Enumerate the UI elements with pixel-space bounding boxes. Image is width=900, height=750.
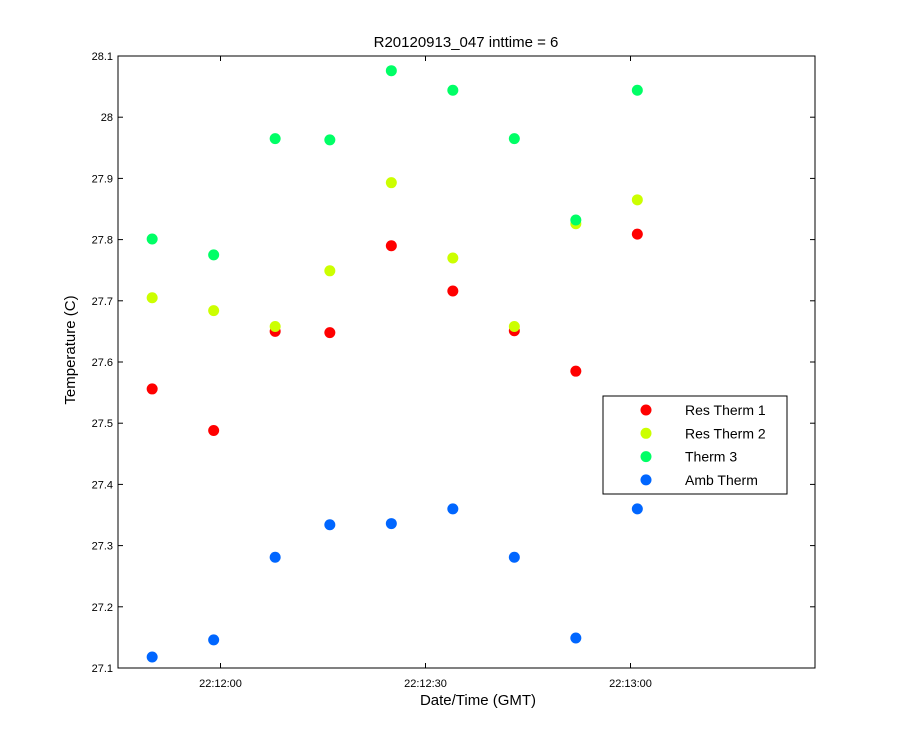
data-point: [208, 425, 220, 437]
legend-marker: [640, 474, 652, 486]
data-point: [631, 228, 643, 240]
data-point: [146, 233, 158, 245]
series-therm-3: [146, 65, 643, 261]
data-point: [508, 551, 520, 563]
data-point: [631, 84, 643, 96]
data-point: [146, 651, 158, 663]
data-point: [324, 134, 336, 146]
data-point: [324, 519, 336, 531]
data-point: [146, 383, 158, 395]
data-point: [447, 252, 459, 264]
legend-box: [602, 395, 788, 495]
data-point: [385, 177, 397, 189]
data-point: [447, 503, 459, 515]
data-point: [385, 65, 397, 77]
legend-marker: [640, 451, 652, 463]
data-point: [508, 133, 520, 145]
x-axis: 22:12:00 22:12:30 22:13:00: [199, 56, 652, 690]
y-axis: 27.1 27.2 27.3 27.4 27.5 27.6 27.7 27.8 27.9 28 28…: [92, 51, 815, 675]
data-point: [269, 551, 281, 563]
x-tick-label: 22:13:00: [609, 678, 652, 690]
data-point: [324, 327, 336, 339]
data-point: [385, 518, 397, 530]
data-point: [447, 84, 459, 96]
series-res-therm-1: [146, 228, 643, 437]
data-point: [208, 634, 220, 646]
data-point: [570, 632, 582, 644]
legend-label: Res Therm 2: [685, 425, 766, 441]
data-points: [146, 65, 643, 663]
data-point: [208, 249, 220, 261]
legend-marker: [640, 427, 652, 439]
legend-marker: [640, 404, 652, 416]
data-point: [508, 321, 520, 333]
data-point: [447, 285, 459, 297]
chart-title: R20120913_047 inttime = 6: [374, 34, 559, 51]
y-axis-label: Temperature (C): [62, 295, 79, 404]
series-amb-therm: [146, 503, 643, 663]
y-tick-label: 28.1: [92, 51, 113, 63]
y-tick-label: 27.7: [92, 296, 113, 308]
legend: Res Therm 1 Res Therm 2 Therm 3 Amb Therm: [602, 395, 788, 495]
y-tick-label: 27.8: [92, 235, 113, 247]
legend-label: Res Therm 1: [685, 402, 766, 418]
y-tick-label: 27.1: [92, 663, 113, 675]
data-point: [324, 265, 336, 277]
data-point: [269, 321, 281, 333]
x-tick-label: 22:12:00: [199, 678, 242, 690]
data-point: [570, 365, 582, 377]
y-tick-label: 27.9: [92, 173, 113, 185]
x-tick-label: 22:12:30: [404, 678, 447, 690]
y-tick-label: 27.2: [92, 602, 113, 614]
y-tick-label: 27.6: [92, 357, 113, 369]
data-point: [269, 133, 281, 145]
data-point: [631, 194, 643, 206]
y-tick-label: 27.4: [92, 479, 113, 491]
data-point: [631, 503, 643, 515]
legend-label: Therm 3: [685, 449, 737, 465]
data-point: [570, 214, 582, 226]
y-tick-label: 27.3: [92, 541, 113, 553]
data-point: [208, 305, 220, 317]
legend-label: Amb Therm: [685, 472, 758, 488]
y-tick-label: 27.5: [92, 418, 113, 430]
data-point: [146, 292, 158, 304]
series-res-therm-2: [146, 177, 643, 333]
data-point: [385, 240, 397, 252]
x-axis-label: Date/Time (GMT): [420, 692, 536, 709]
plot-area: [117, 55, 816, 669]
y-tick-label: 28: [101, 112, 113, 124]
